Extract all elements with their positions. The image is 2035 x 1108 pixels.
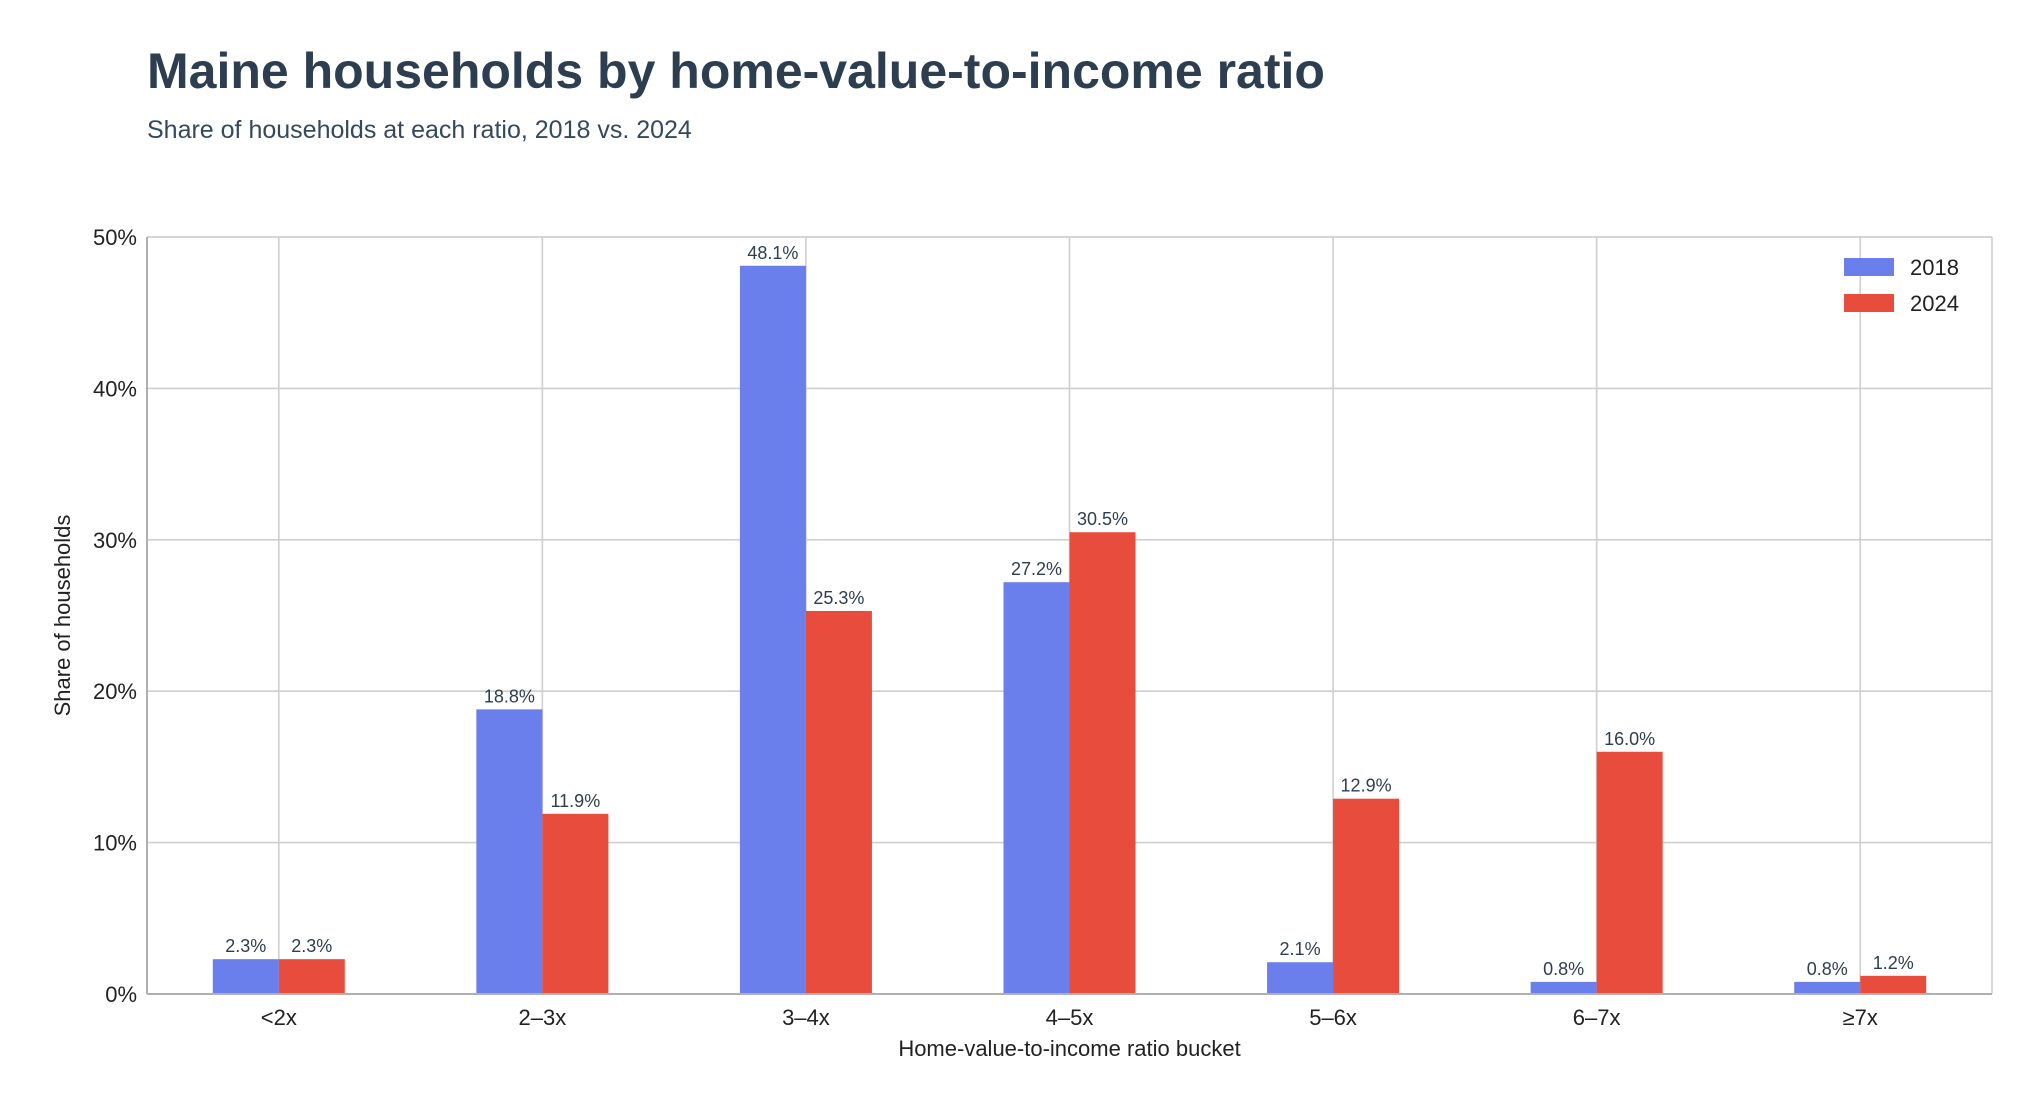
- data-label: 16.0%: [1604, 729, 1655, 749]
- bar-2018-2: [739, 265, 806, 994]
- bar-2018-4: [1267, 962, 1334, 994]
- x-tick-label: 6–7x: [1573, 1005, 1621, 1030]
- bar-2018-5: [1530, 981, 1597, 994]
- bar-2024-5: [1596, 751, 1663, 994]
- data-label: 11.9%: [551, 791, 601, 811]
- legend-swatch-2018: [1844, 258, 1894, 276]
- chart-title: Maine households by home-value-to-income…: [147, 43, 1325, 99]
- y-tick-label: 40%: [93, 376, 137, 401]
- bar-2024-4: [1333, 798, 1400, 994]
- x-axis-title: Home-value-to-income ratio bucket: [898, 1036, 1240, 1061]
- x-tick-label: 4–5x: [1046, 1005, 1094, 1030]
- data-label: 30.5%: [1077, 509, 1128, 529]
- x-tick-label: 5–6x: [1309, 1005, 1357, 1030]
- bar-2018-0: [212, 959, 279, 994]
- data-label: 2.3%: [225, 936, 266, 956]
- bar-2018-1: [476, 709, 543, 994]
- data-label: 25.3%: [813, 588, 864, 608]
- data-labels: 2.3% 18.8% 48.1% 27.2% 2.1% 0.8% 0.8% 2.3% 11.9%…: [225, 243, 1913, 979]
- bar-2024-6: [1860, 975, 1927, 994]
- legend-swatch-2024: [1844, 294, 1894, 312]
- data-label: 1.2%: [1873, 953, 1914, 973]
- legend-label-2024: 2024: [1910, 291, 1959, 316]
- x-tick-label: 3–4x: [782, 1005, 830, 1030]
- legend-label-2018: 2018: [1910, 255, 1959, 280]
- data-label: 27.2%: [1011, 559, 1062, 579]
- data-label: 0.8%: [1543, 959, 1584, 979]
- bar-2024-2: [805, 610, 872, 994]
- x-tick-label: <2x: [261, 1005, 297, 1030]
- data-label: 2.3%: [291, 936, 332, 956]
- bar-2018-3: [1003, 582, 1070, 994]
- data-label: 12.9%: [1341, 776, 1392, 796]
- x-tick-label: ≥7x: [1843, 1005, 1878, 1030]
- axes: 0% 10% 20% 30% 40% 50% <2x 2–3x 3–4x 4–5x 5–6x 6–7x…: [93, 225, 1992, 1030]
- data-label: 0.8%: [1807, 959, 1848, 979]
- y-tick-label: 30%: [93, 528, 137, 553]
- legend: 2018 2024: [1844, 255, 1959, 316]
- data-label: 48.1%: [747, 243, 798, 263]
- data-label: 2.1%: [1280, 939, 1321, 959]
- y-axis-title: Share of households: [50, 515, 75, 717]
- bar-2024-0: [278, 959, 345, 994]
- bars: [212, 265, 1927, 994]
- y-tick-label: 50%: [93, 225, 137, 250]
- y-tick-label: 20%: [93, 679, 137, 704]
- bar-2024-1: [542, 813, 609, 994]
- y-tick-label: 10%: [93, 831, 137, 856]
- data-label: 18.8%: [484, 686, 535, 706]
- bar-2024-3: [1069, 532, 1136, 994]
- bar-2018-6: [1794, 981, 1861, 994]
- y-tick-label: 0%: [105, 982, 137, 1007]
- x-tick-label: 2–3x: [518, 1005, 566, 1030]
- chart-subtitle: Share of households at each ratio, 2018 …: [147, 116, 692, 144]
